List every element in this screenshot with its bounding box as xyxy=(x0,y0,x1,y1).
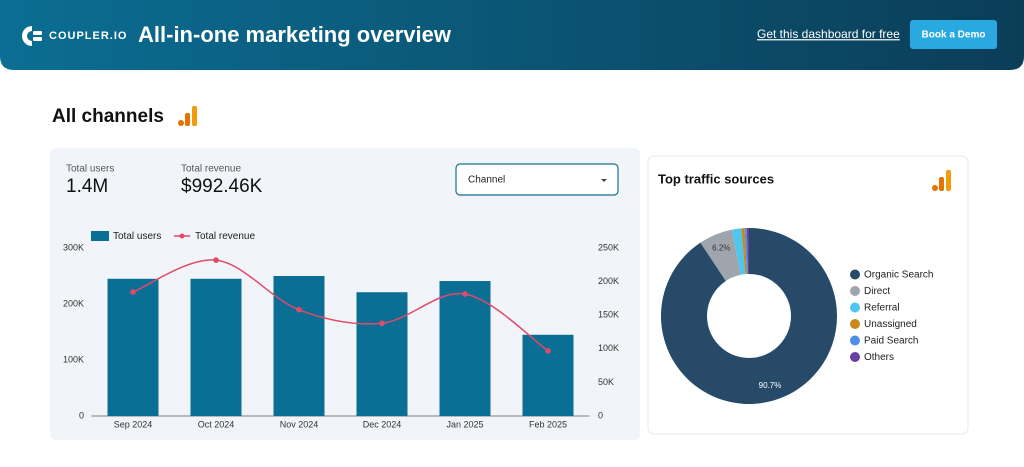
legend-dot xyxy=(179,233,185,239)
legend-label: Direct xyxy=(864,286,890,297)
kpi-value: 1.4M xyxy=(66,176,108,197)
slice-label: 6.2% xyxy=(712,244,730,253)
bar xyxy=(356,292,408,416)
legend-label: Referral xyxy=(864,303,900,314)
dropdown-arrow[interactable] xyxy=(601,179,607,182)
x-tick-label: Sep 2024 xyxy=(114,419,153,429)
y2-tick-label: 0 xyxy=(598,410,603,420)
y2-tick-label: 50K xyxy=(598,377,614,387)
legend-dot xyxy=(850,302,860,313)
legend-dot xyxy=(850,335,860,346)
legend-dot xyxy=(850,352,860,362)
legend-label: Unassigned xyxy=(864,319,917,330)
line-point xyxy=(213,257,219,263)
bar xyxy=(107,278,159,416)
line-point xyxy=(130,289,136,295)
kpi-label: Total users xyxy=(66,164,114,175)
bar xyxy=(273,276,325,416)
slice-label: 90.7% xyxy=(759,381,782,390)
logo-icon xyxy=(21,25,42,46)
legend-label: Total users xyxy=(113,231,161,242)
donut-slice xyxy=(744,228,748,275)
bar xyxy=(439,281,491,416)
header-link[interactable]: Get this dashboard for free xyxy=(757,27,900,41)
logo-text: COUPLER.IO xyxy=(49,30,127,42)
donut-slice xyxy=(731,228,746,275)
y-tick-label: 100K xyxy=(63,354,84,364)
analytics-icon xyxy=(178,106,197,126)
kpi-value: $992.46K xyxy=(181,176,263,197)
line-point xyxy=(545,348,551,354)
y-tick-label: 0 xyxy=(79,410,84,420)
x-tick-label: Dec 2024 xyxy=(363,419,402,429)
y-tick-label: 300K xyxy=(63,242,84,252)
legend-dot xyxy=(850,319,860,329)
donut-slice xyxy=(660,228,837,404)
legend-label: Total revenue xyxy=(195,231,255,242)
donut-slice xyxy=(741,228,747,275)
bar xyxy=(522,334,574,416)
line-point xyxy=(379,320,385,327)
y2-tick-label: 200K xyxy=(598,276,619,286)
channel-dropdown[interactable] xyxy=(455,163,619,196)
analytics-icon xyxy=(932,170,951,191)
legend-dot xyxy=(850,269,860,280)
y2-tick-label: 100K xyxy=(598,343,619,353)
x-tick-label: Jan 2025 xyxy=(446,419,483,429)
x-tick-label: Feb 2025 xyxy=(529,419,567,429)
bar xyxy=(190,278,242,416)
legend-label: Organic Search xyxy=(864,270,933,281)
demo-button-label[interactable]: Book a Demo xyxy=(922,30,986,41)
donut-slice xyxy=(746,228,749,275)
legend-swatch xyxy=(91,231,109,241)
kpi-label: Total revenue xyxy=(181,164,241,175)
dropdown-label[interactable]: Channel xyxy=(468,175,505,186)
line-point xyxy=(296,307,302,313)
legend-dot xyxy=(850,286,860,296)
header-title: All-in-one marketing overview xyxy=(138,22,452,47)
y2-tick-label: 250K xyxy=(598,242,619,252)
section-title: All channels xyxy=(52,106,164,127)
x-tick-label: Oct 2024 xyxy=(198,419,235,429)
header-bar xyxy=(0,0,1024,70)
donut-slice xyxy=(700,229,741,281)
line-point xyxy=(462,291,468,297)
demo-button[interactable] xyxy=(910,20,997,49)
y2-tick-label: 150K xyxy=(598,310,619,320)
y-tick-label: 200K xyxy=(63,298,84,308)
pie-title: Top traffic sources xyxy=(658,171,774,186)
x-tick-label: Nov 2024 xyxy=(280,419,319,429)
legend-label: Paid Search xyxy=(864,336,918,347)
line xyxy=(132,259,549,352)
legend-label: Others xyxy=(864,352,894,363)
